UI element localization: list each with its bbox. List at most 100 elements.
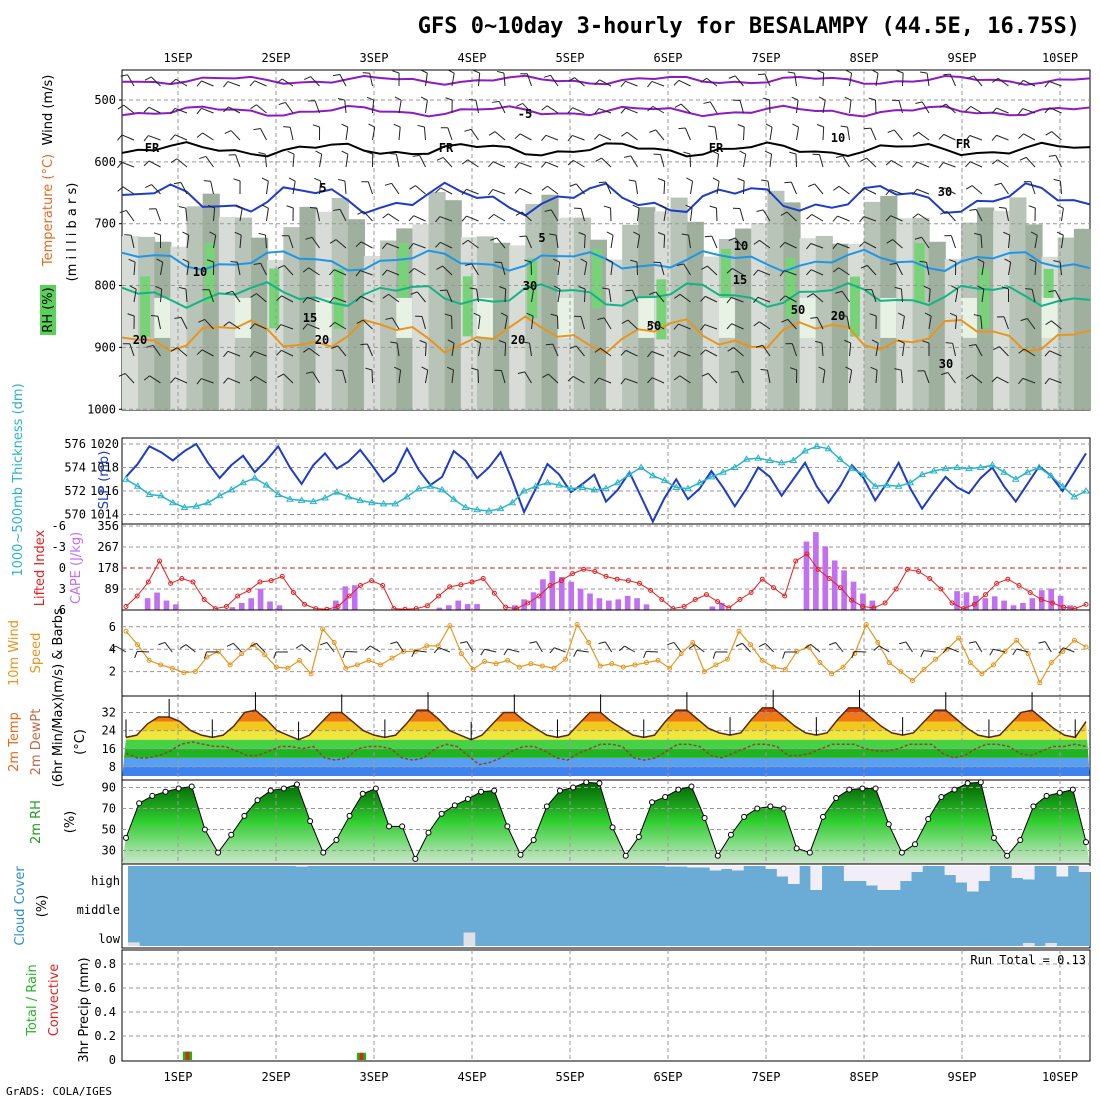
wind-barb-flag [207,204,215,209]
contour-label: FR [956,137,971,151]
wind-barb [810,644,821,653]
lifted-marker [525,600,531,606]
wind-barb-flag [473,312,481,317]
wind-barb [1008,235,1011,249]
wind-barb-flag [515,211,523,216]
wind-barb-flag [320,642,328,646]
wind-barb [503,73,506,87]
wind-barb-flag [1045,320,1052,326]
contour-label: 20 [315,333,329,347]
wind-barb [266,208,269,222]
cloud-axis-label: (%) [35,895,50,918]
rh-marker [346,812,353,819]
panel-frame [121,437,1091,525]
lifted-marker [380,583,386,588]
rh-marker [1030,803,1037,810]
freezing-level [121,141,1091,158]
precip-tick-label: 0 [109,1053,116,1067]
bottom-day-label: 9SEP [948,1070,977,1084]
wind-marker [354,662,360,668]
wind-barb-flag [223,106,229,113]
wind-barb [308,267,320,276]
lifted-marker [257,579,263,585]
cape-bar [954,591,960,610]
rh-marker [780,805,787,812]
cape-bar [860,593,866,610]
wind-barb-flag [209,231,216,236]
wind-barb [492,188,506,195]
contour-label: 5 [319,181,326,195]
rh-marker [859,785,866,792]
wind-barb-flag [1053,178,1061,182]
precip-tick-label: 0.8 [94,957,116,971]
thickness-marker [157,491,166,499]
wind-barb [484,648,497,653]
thickness-marker [637,463,646,470]
lifted-marker [190,579,196,585]
thickness-line [125,445,1087,512]
wind-barb [599,133,612,141]
rh-shade [735,228,753,410]
wind-barb-flag [753,239,760,245]
wind-barb [926,262,930,276]
wind-barb-flag [726,297,732,304]
wind-barb [425,370,429,384]
wind-barb-flag [393,123,401,128]
wind-barb [946,211,956,222]
wind-barb [264,235,267,249]
thickness-marker [871,482,880,489]
wind-barb [996,376,1009,384]
contour-label: 20 [511,333,525,347]
high-cloud-gap [295,866,308,867]
wind-barb [733,347,744,357]
wind-barb-flag [433,647,440,654]
wind-barb-flag [688,644,696,649]
lifted-marker [503,604,509,610]
wind-barb [891,159,903,168]
wind-barb-flag [435,241,441,248]
high-cloud-gap [687,866,699,868]
wind-barb-flag [594,79,600,86]
wind-barb [762,344,771,357]
cloud-panel: high middle low Cloud Cover (%) [13,863,1091,949]
contour-label: 50 [791,303,805,317]
slp-axis-label: SLP (mb) [97,451,112,510]
wind-barb-flag [597,317,605,320]
wind-barb-flag [912,188,918,195]
y-tick-label: 1000 [87,402,116,416]
wind-barb-flag [549,233,557,236]
wind-barb-flag [312,124,320,128]
wind-barb [704,324,718,330]
wind-marker [285,665,291,671]
wind-barb-flag [1048,290,1056,293]
wind-barb [467,159,479,168]
wind-barb [896,263,903,276]
wind-barb [573,375,585,384]
wind-barb-flag [223,377,229,384]
wind-barb [496,237,506,249]
wind-barb-flag [832,215,838,222]
wind-barb-flag [196,132,203,138]
wind-barb [921,236,930,249]
wind-barb [507,648,520,653]
wind-barb [466,641,474,653]
wind-barb-flag [488,131,496,136]
wind-barb [952,343,956,357]
cape-bar [154,592,160,610]
wind-barb [160,262,164,276]
rh-shade-light [557,297,574,338]
precip-axis-label: 3hr Precip (mm) [77,957,92,1062]
lifted-marker [357,583,363,588]
wind-barb [344,181,347,195]
wind-barb-flag [500,312,508,317]
wind-barb-flag [625,289,633,292]
wind-barb-flag [647,351,653,358]
wind-barb-flag [676,263,684,266]
rh-marker [307,818,314,825]
wind-marker [273,664,279,670]
wind-barb [266,181,269,195]
wind-barb-flag [994,182,1002,186]
temp-axis-label: 2m DewPt [29,709,44,776]
cape-bar [549,571,556,610]
wind-marker [563,656,569,662]
